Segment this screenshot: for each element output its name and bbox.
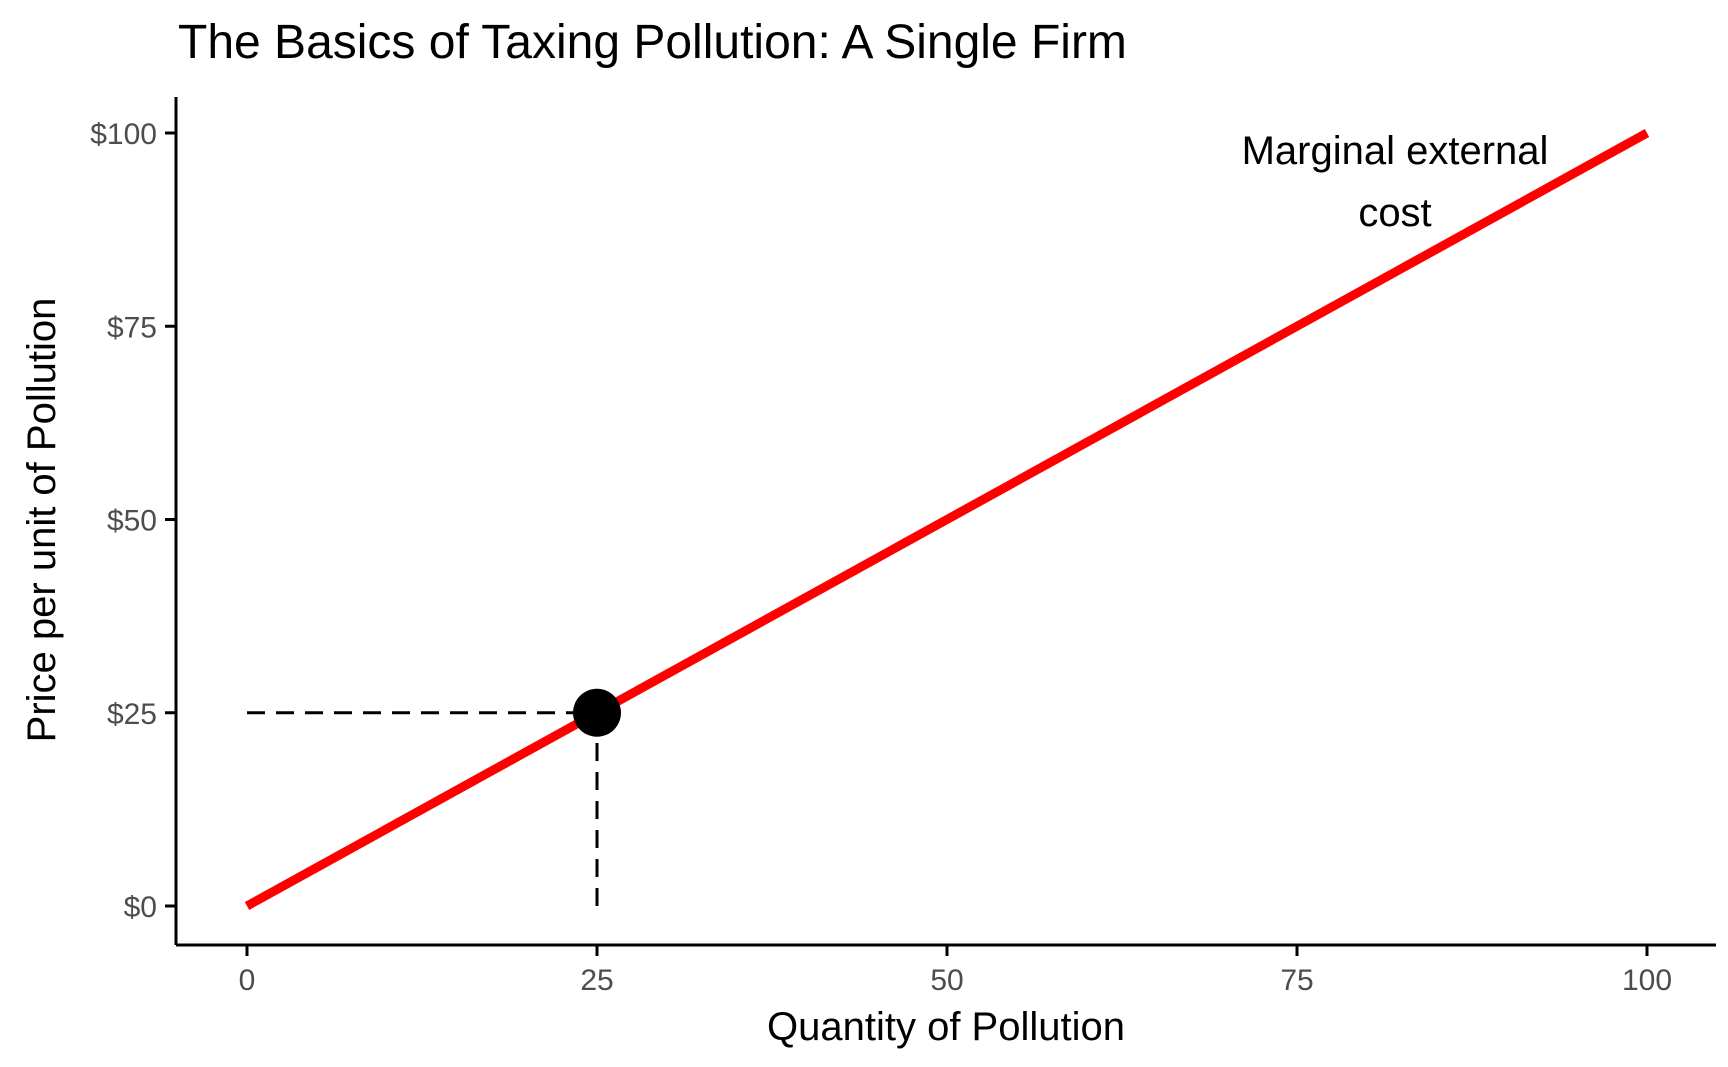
x-tick-label: 50 [930, 964, 963, 997]
x-axis-label: Quantity of Pollution [767, 1005, 1125, 1049]
annotation-line: Marginal external [1242, 129, 1549, 173]
equilibrium-point [573, 688, 621, 737]
series-annotation-label: Marginal external cost [1242, 129, 1549, 235]
annotation-line: cost [1358, 191, 1431, 235]
y-tick-label: $0 [124, 891, 157, 924]
y-axis-label: Price per unit of Pollution [20, 298, 64, 743]
y-tick-label: $25 [107, 698, 157, 731]
y-tick-label: $100 [90, 118, 157, 151]
y-tick-label: $50 [107, 505, 157, 538]
x-axis-ticks: 0 25 50 75 100 [239, 945, 1672, 997]
series-line-marginal-external-cost [244, 129, 1650, 910]
point-layer [573, 688, 621, 737]
guide-lines [247, 711, 599, 906]
plot-area: Marginal external cost [244, 129, 1650, 910]
y-tick-label: $75 [107, 311, 157, 344]
y-axis-ticks: $0 $25 $50 $75 $100 [90, 118, 176, 924]
annotation-layer: Marginal external cost [1242, 129, 1549, 235]
chart-title: The Basics of Taxing Pollution: A Single… [178, 16, 1127, 69]
x-tick-label: 75 [1280, 964, 1313, 997]
series-layer [244, 129, 1650, 910]
x-tick-label: 25 [580, 964, 613, 997]
x-tick-label: 0 [239, 964, 256, 997]
x-tick-label: 100 [1622, 964, 1672, 997]
